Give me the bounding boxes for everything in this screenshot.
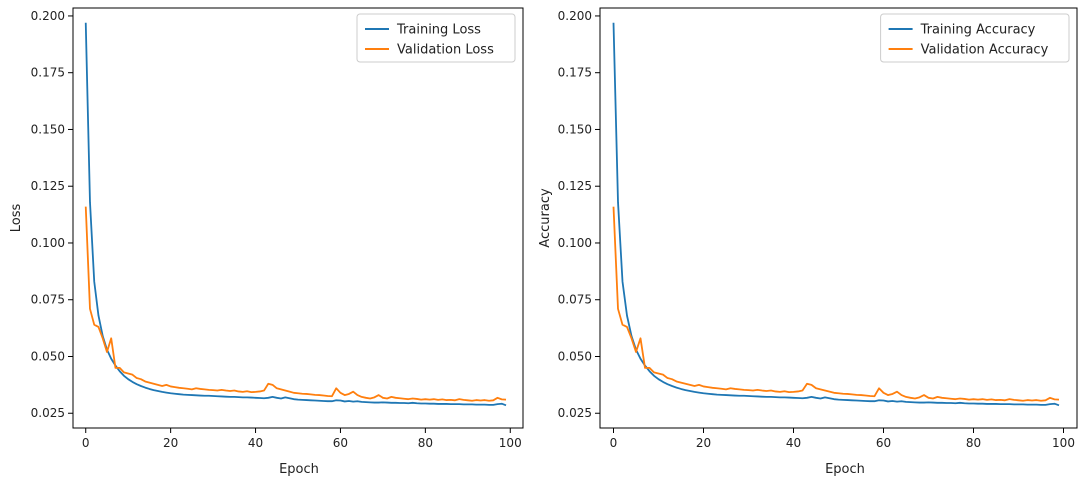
loss-x-tick-label: 40 <box>248 436 263 450</box>
accuracy-y-axis-label: Accuracy <box>538 188 553 248</box>
accuracy-x-axis-label: Epoch <box>825 462 865 477</box>
loss-y-tick-label: 0.100 <box>31 236 65 250</box>
loss-series-line-training <box>84 22 507 407</box>
accuracy-legend-box <box>880 13 1070 63</box>
accuracy-legend-label: Training Accuracy <box>920 23 1036 38</box>
loss-x-axis-label: Epoch <box>279 462 319 477</box>
accuracy-plot-frame <box>599 7 1078 429</box>
loss-legend: Training Loss Validation Loss <box>356 13 516 63</box>
accuracy-y-tick-label: 0.025 <box>558 406 592 420</box>
loss-y-tick-label: 0.025 <box>31 406 65 420</box>
loss-y-tick-label: 0.175 <box>31 66 65 80</box>
chart-accuracy: Epoch Accuracy 0 20 40 60 80 100 0.025 0.050 0.0… <box>538 7 1078 477</box>
accuracy-x-tick-label: 40 <box>786 436 801 450</box>
loss-y-tick-label: 0.050 <box>31 349 65 363</box>
accuracy-y-tick-label: 0.150 <box>558 122 592 136</box>
loss-y-tick-label: 0.075 <box>31 293 65 307</box>
accuracy-y-tick-label: 0.100 <box>558 236 592 250</box>
loss-series-line-validation <box>84 206 507 402</box>
accuracy-x-tick-label: 0 <box>610 436 618 450</box>
accuracy-y-tick-label: 0.075 <box>558 293 592 307</box>
loss-x-tick-label: 20 <box>163 436 178 450</box>
loss-x-tick-label: 80 <box>418 436 433 450</box>
loss-legend-label: Validation Loss <box>397 43 494 58</box>
loss-y-axis-label: Loss <box>9 204 24 233</box>
accuracy-x-tick-label: 60 <box>876 436 891 450</box>
accuracy-y-tick-label: 0.175 <box>558 66 592 80</box>
accuracy-x-tick-label: 20 <box>696 436 711 450</box>
loss-y-tick-label: 0.150 <box>31 122 65 136</box>
accuracy-legend: Training Accuracy Validation Accuracy <box>880 13 1070 63</box>
accuracy-series-line-training <box>612 22 1060 407</box>
loss-plot-frame <box>72 7 524 429</box>
accuracy-y-tick-label: 0.125 <box>558 179 592 193</box>
accuracy-y-tick-label: 0.200 <box>558 9 592 23</box>
accuracy-x-tick-label: 80 <box>966 436 981 450</box>
accuracy-legend-label: Validation Accuracy <box>921 43 1049 58</box>
loss-x-tick-label: 60 <box>333 436 348 450</box>
loss-legend-label: Training Loss <box>396 23 481 38</box>
loss-x-tick-label: 100 <box>499 436 522 450</box>
chart-loss: Epoch Loss 0 20 40 60 80 100 0.025 0.050 0.075 0.… <box>9 7 524 477</box>
loss-legend-box <box>356 13 516 63</box>
loss-y-tick-label: 0.125 <box>31 179 65 193</box>
accuracy-y-tick-label: 0.050 <box>558 349 592 363</box>
accuracy-x-tick-label: 100 <box>1052 436 1075 450</box>
accuracy-series-line-validation <box>612 206 1060 402</box>
loss-x-tick-label: 0 <box>82 436 90 450</box>
loss-y-tick-label: 0.200 <box>31 9 65 23</box>
